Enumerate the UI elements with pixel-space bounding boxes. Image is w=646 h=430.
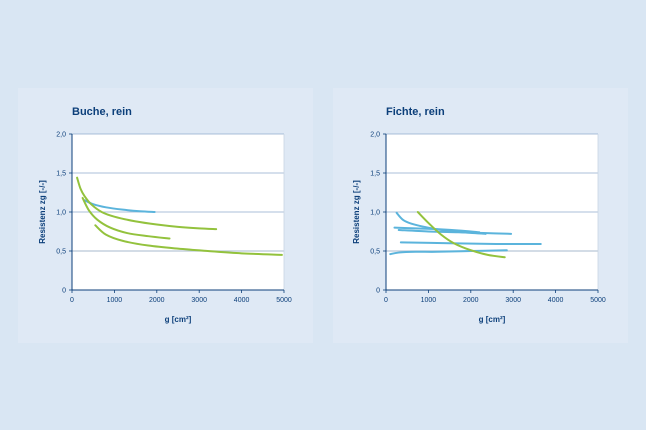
y-axis-label: Resistenz zg [-/-] (38, 180, 47, 244)
x-tick-label: 2000 (463, 297, 479, 304)
y-tick-label: 0 (376, 288, 380, 295)
x-tick-label: 4000 (234, 297, 250, 304)
x-tick-label: 5000 (590, 297, 606, 304)
series-line-blue-2 (393, 226, 481, 234)
chart-1: 0 0,5 1,0 1,5 2,0 0 1000 2000 3000 4000 5000 Buche,… (18, 88, 313, 343)
x-tick-label: 4000 (548, 297, 564, 304)
series-line-green-4 (94, 224, 283, 256)
y-tick-label: 0 (62, 288, 66, 295)
x-tick-label: 1000 (421, 297, 437, 304)
series-line-blue-3 (397, 228, 513, 235)
y-tick-label: 2,0 (370, 132, 380, 139)
x-axis-label: g [cm²] (479, 315, 506, 324)
series-line-blue-4 (399, 241, 542, 246)
x-axis-label: g [cm²] (165, 315, 192, 324)
y-tick-label: 1,5 (370, 171, 380, 178)
x-tick-label: 2000 (149, 297, 165, 304)
y-tick-label: 1,0 (370, 210, 380, 217)
chart-title: Fichte, rein (386, 106, 445, 118)
x-tick-label: 3000 (191, 297, 207, 304)
x-tick-label: 0 (384, 297, 388, 304)
y-tick-label: 0,5 (370, 249, 380, 256)
x-tick-label: 5000 (276, 297, 292, 304)
x-tick-label: 3000 (505, 297, 521, 304)
chart-2: 0 0,5 1,0 1,5 2,0 0 1000 2000 3000 4000 5000 Fichte… (333, 88, 628, 343)
y-tick-label: 1,5 (56, 171, 66, 178)
series-line-green-2 (76, 176, 218, 231)
series-line-green-6 (416, 211, 506, 259)
chart-title: Buche, rein (72, 106, 132, 118)
y-tick-label: 2,0 (56, 132, 66, 139)
y-tick-label: 0,5 (56, 249, 66, 256)
x-tick-label: 1000 (107, 297, 123, 304)
y-axis-label: Resistenz zg [-/-] (352, 180, 361, 244)
series-line-blue-1 (83, 199, 156, 213)
x-tick-label: 0 (70, 297, 74, 304)
series-line-green-3 (81, 196, 171, 240)
y-tick-label: 1,0 (56, 210, 66, 217)
